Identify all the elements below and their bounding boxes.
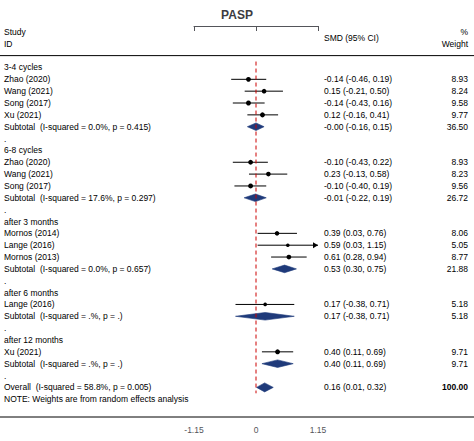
svg-text:%: % [460, 27, 468, 37]
svg-text:9.56: 9.56 [451, 181, 468, 191]
svg-text:6-8 cycles: 6-8 cycles [4, 145, 42, 155]
svg-text:Weight: Weight [442, 39, 469, 49]
svg-text:PASP: PASP [221, 8, 253, 22]
svg-text:Subtotal (I-squared = 0.0%, p: Subtotal (I-squared = 0.0%, p = 0.657) [4, 264, 151, 274]
svg-text:1.15: 1.15 [310, 425, 327, 435]
svg-text:Xu (2021): Xu (2021) [4, 347, 41, 357]
svg-text:Wang (2021): Wang (2021) [4, 86, 53, 96]
svg-text:0.23 (-0.13, 0.58): 0.23 (-0.13, 0.58) [324, 169, 389, 179]
svg-text:.: . [4, 134, 6, 144]
svg-text:-0.14 (-0.43, 0.16): -0.14 (-0.43, 0.16) [324, 98, 392, 108]
svg-text:Subtotal (I-squared = 0.0%, p: Subtotal (I-squared = 0.0%, p = 0.415) [4, 122, 151, 132]
svg-text:.: . [4, 371, 6, 381]
svg-text:Study: Study [4, 27, 26, 37]
svg-text:-0.01 (-0.22, 0.19): -0.01 (-0.22, 0.19) [324, 193, 392, 203]
svg-text:0.16 (0.01, 0.32): 0.16 (0.01, 0.32) [324, 382, 387, 392]
svg-text:0.17 (-0.38, 0.71): 0.17 (-0.38, 0.71) [324, 311, 389, 321]
svg-text:0.39 (0.03, 0.76): 0.39 (0.03, 0.76) [324, 228, 387, 238]
svg-text:-0.10 (-0.43, 0.22): -0.10 (-0.43, 0.22) [324, 157, 392, 167]
svg-text:Zhao (2020): Zhao (2020) [4, 157, 50, 167]
svg-text:SMD (95% CI): SMD (95% CI) [324, 33, 379, 43]
svg-text:5.05: 5.05 [451, 240, 468, 250]
svg-text:0.59 (0.03, 1.15): 0.59 (0.03, 1.15) [324, 240, 387, 250]
svg-text:.: . [4, 276, 6, 286]
svg-text:5.18: 5.18 [451, 299, 468, 309]
svg-text:0.40 (0.11, 0.69): 0.40 (0.11, 0.69) [324, 359, 386, 369]
svg-text:8.23: 8.23 [451, 169, 468, 179]
svg-text:100.00: 100.00 [442, 382, 468, 392]
svg-text:ID: ID [4, 39, 13, 49]
svg-text:-0.14 (-0.46, 0.19): -0.14 (-0.46, 0.19) [324, 74, 392, 84]
svg-text:Song (2017): Song (2017) [4, 181, 51, 191]
svg-text:21.88: 21.88 [447, 264, 469, 274]
svg-text:0: 0 [254, 425, 259, 435]
svg-text:0.53 (0.30, 0.75): 0.53 (0.30, 0.75) [324, 264, 387, 274]
svg-text:5.18: 5.18 [451, 311, 468, 321]
svg-text:36.50: 36.50 [447, 122, 469, 132]
svg-text:8.93: 8.93 [451, 74, 468, 84]
svg-text:Xu (2021): Xu (2021) [4, 110, 41, 120]
svg-text:Overall (I-squared = 58.8%, p: Overall (I-squared = 58.8%, p = 0.005) [4, 382, 152, 392]
svg-text:3-4 cycles: 3-4 cycles [4, 62, 42, 72]
svg-text:-1.15: -1.15 [184, 425, 204, 435]
svg-text:0.12 (-0.16, 0.41): 0.12 (-0.16, 0.41) [324, 110, 389, 120]
svg-text:0.40 (0.11, 0.69): 0.40 (0.11, 0.69) [324, 347, 386, 357]
svg-text:8.93: 8.93 [451, 157, 468, 167]
svg-text:0.17 (-0.38, 0.71): 0.17 (-0.38, 0.71) [324, 299, 389, 309]
svg-text:-0.10 (-0.40, 0.19): -0.10 (-0.40, 0.19) [324, 181, 392, 191]
svg-text:NOTE: Weights are from random: NOTE: Weights are from random effects an… [4, 394, 188, 404]
svg-text:8.24: 8.24 [451, 86, 468, 96]
svg-text:after 3 months: after 3 months [4, 217, 58, 227]
svg-text:9.71: 9.71 [451, 347, 468, 357]
svg-text:0.15 (-0.21, 0.50): 0.15 (-0.21, 0.50) [324, 86, 389, 96]
svg-text:26.72: 26.72 [447, 193, 469, 203]
svg-text:after 6 months: after 6 months [4, 288, 58, 298]
svg-text:Subtotal (I-squared = .%, p =: Subtotal (I-squared = .%, p = .) [4, 359, 123, 369]
svg-text:8.06: 8.06 [451, 228, 468, 238]
svg-text:Mornos (2014): Mornos (2014) [4, 228, 59, 238]
svg-text:Lange (2016): Lange (2016) [4, 240, 55, 250]
svg-text:0.61 (0.28, 0.94): 0.61 (0.28, 0.94) [324, 252, 387, 262]
svg-text:Song (2017): Song (2017) [4, 98, 51, 108]
svg-text:9.58: 9.58 [451, 98, 468, 108]
svg-text:Lange (2016): Lange (2016) [4, 299, 55, 309]
svg-text:Mornos (2013): Mornos (2013) [4, 252, 59, 262]
svg-text:Zhao (2020): Zhao (2020) [4, 74, 50, 84]
svg-text:9.71: 9.71 [451, 359, 468, 369]
svg-text:Wang (2021): Wang (2021) [4, 169, 53, 179]
svg-text:Subtotal (I-squared = .%, p =: Subtotal (I-squared = .%, p = .) [4, 311, 123, 321]
svg-text:9.77: 9.77 [451, 110, 468, 120]
svg-text:-0.00 (-0.16, 0.15): -0.00 (-0.16, 0.15) [324, 122, 392, 132]
svg-text:.: . [4, 323, 6, 333]
svg-text:Subtotal (I-squared = 17.6%,: Subtotal (I-squared = 17.6%, p = 0.297) [4, 193, 156, 203]
svg-text:after 12 months: after 12 months [4, 335, 63, 345]
svg-text:8.77: 8.77 [451, 252, 468, 262]
svg-text:.: . [4, 205, 6, 215]
